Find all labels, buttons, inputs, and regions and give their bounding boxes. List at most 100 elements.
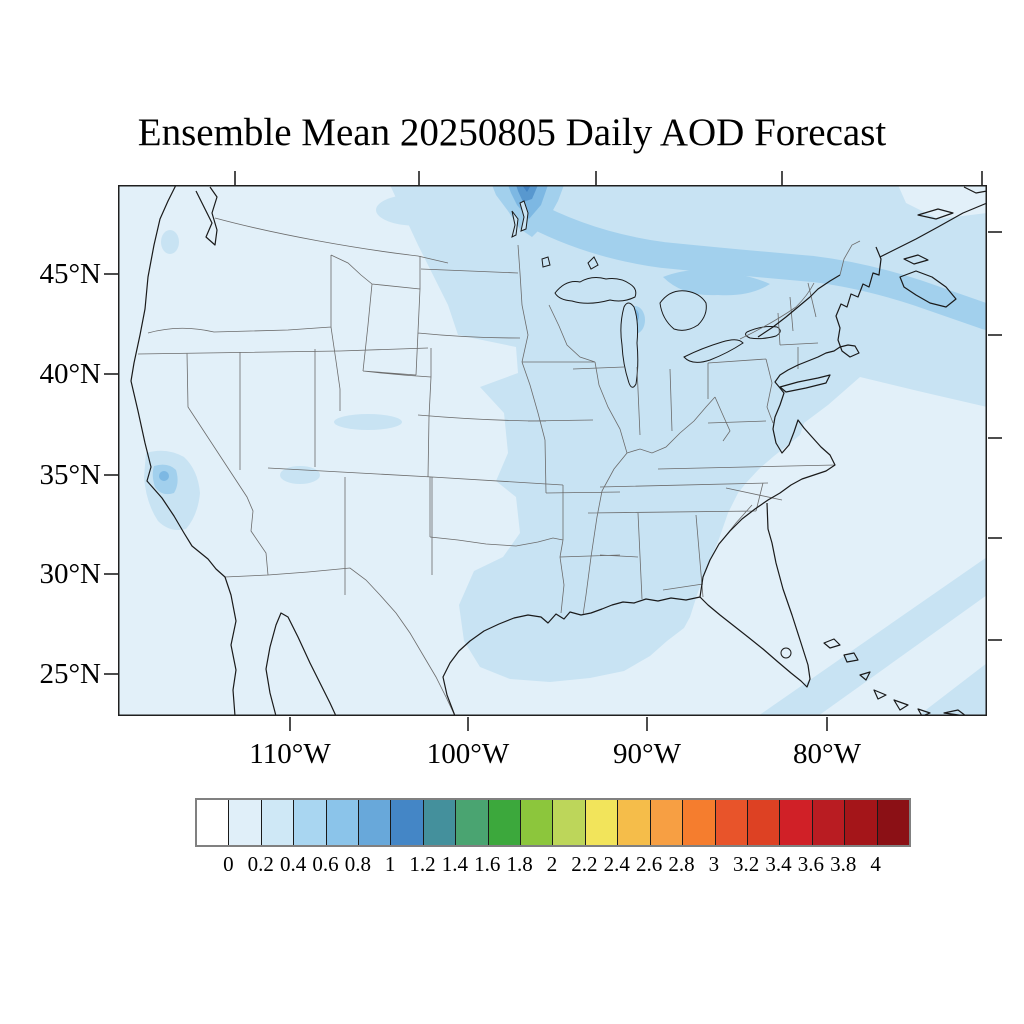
right-tick-1 bbox=[988, 231, 1002, 233]
prince-edward-island bbox=[903, 254, 929, 265]
colorbar-tick-label: 3.2 bbox=[733, 852, 760, 876]
colorbar-tick-label: 1.8 bbox=[506, 852, 533, 876]
bottom-tick-100w bbox=[467, 717, 469, 731]
nova-scotia bbox=[899, 270, 957, 308]
aod-shading bbox=[144, 185, 987, 716]
aod-region-central-east bbox=[390, 185, 987, 682]
st-lawrence-south-shore bbox=[757, 274, 841, 338]
colorbar-cell bbox=[682, 800, 715, 845]
colorbar-tick-label: 2.4 bbox=[603, 852, 630, 876]
aod-band-atlantic-1 bbox=[758, 557, 987, 716]
bahamas-islands bbox=[823, 638, 967, 716]
right-tick-2 bbox=[988, 334, 1002, 336]
colorbar-tick-label: 2.2 bbox=[571, 852, 598, 876]
aod-arc-canada bbox=[513, 198, 987, 330]
coastlines bbox=[130, 185, 987, 716]
long-island bbox=[779, 374, 831, 393]
colorbar-cell bbox=[520, 800, 553, 845]
bottom-tick-110w bbox=[289, 717, 291, 731]
left-tick-40n bbox=[104, 373, 118, 375]
colorbar-cell bbox=[584, 800, 618, 845]
colorbar-tick-label: 3.6 bbox=[797, 852, 825, 876]
lat-label-40n: 40°N bbox=[39, 358, 101, 390]
colorbar-cell bbox=[811, 800, 845, 845]
colorbar-cell bbox=[649, 800, 683, 845]
lon-label-110w: 110°W bbox=[249, 738, 331, 770]
pacific-coast bbox=[130, 185, 237, 716]
colorbar-tick-label: 2.6 bbox=[635, 852, 663, 876]
newfoundland-fragment bbox=[963, 186, 987, 194]
gulf-of-california-coast bbox=[265, 612, 337, 716]
colorbar-tick-label: 0.4 bbox=[279, 852, 307, 876]
puget-sound bbox=[195, 186, 218, 246]
colorbar-tick-label: 1.6 bbox=[474, 852, 501, 876]
aod-plume-core bbox=[522, 185, 531, 192]
colorbar-tick-label: 3.4 bbox=[765, 852, 792, 876]
colorbar-tick-label: 3.8 bbox=[830, 852, 857, 876]
lat-label-35n: 35°N bbox=[39, 459, 101, 491]
right-tick-5 bbox=[988, 639, 1002, 641]
lake-nipigon bbox=[587, 256, 599, 270]
aod-blob-huron bbox=[663, 269, 770, 296]
anticosti-island bbox=[917, 208, 954, 220]
lake-huron bbox=[659, 290, 707, 331]
colorbar-cell bbox=[260, 800, 294, 845]
colorbar-tick-label: 2 bbox=[546, 852, 558, 876]
conus-aod-map bbox=[118, 185, 987, 716]
lat-label-30n: 30°N bbox=[39, 558, 101, 590]
colorbar-tick-label: 0 bbox=[223, 852, 234, 876]
colorbar-tick-label: 0.6 bbox=[312, 852, 339, 876]
colorbar-cell bbox=[197, 800, 229, 845]
colorbar-cell bbox=[844, 800, 877, 845]
colorbar-cell bbox=[779, 800, 812, 845]
canada-border bbox=[214, 217, 861, 340]
lon-label-90w: 90°W bbox=[613, 738, 681, 770]
colorbar-cell bbox=[390, 800, 423, 845]
aod-band-atlantic-2 bbox=[918, 663, 987, 716]
lon-label-100w: 100°W bbox=[426, 738, 510, 770]
right-tick-4 bbox=[988, 537, 1002, 539]
state-borders-west bbox=[137, 254, 564, 595]
colorbar-cell bbox=[293, 800, 326, 845]
top-tick-5 bbox=[981, 171, 983, 185]
bottom-tick-80w bbox=[826, 717, 828, 731]
left-tick-30n bbox=[104, 573, 118, 575]
left-tick-35n bbox=[104, 474, 118, 476]
aod-patch-montana bbox=[376, 194, 460, 226]
colorbar-cells bbox=[195, 798, 911, 847]
lake-manitoba bbox=[511, 210, 519, 238]
colorbar-cell bbox=[714, 800, 747, 845]
colorbar-tick-label: 3 bbox=[708, 852, 720, 876]
aod-california-core bbox=[159, 471, 169, 481]
colorbar-cell bbox=[325, 800, 359, 845]
colorbar-tick-label: 0.8 bbox=[344, 852, 371, 876]
state-borders-east bbox=[707, 282, 819, 442]
colorbar-tick-label: 1.4 bbox=[441, 852, 469, 876]
colorbar-cell bbox=[228, 800, 261, 845]
colorbar-cell bbox=[552, 800, 585, 845]
aod-patch-colorado bbox=[334, 414, 402, 430]
colorbar-cell bbox=[876, 800, 909, 845]
lake-superior bbox=[554, 277, 637, 304]
lake-winnipeg bbox=[519, 200, 529, 232]
figure-title: Ensemble Mean 20250805 Daily AOD Forecas… bbox=[137, 111, 887, 154]
aod-plume-inner bbox=[516, 185, 538, 202]
left-tick-45n bbox=[104, 273, 118, 275]
colorbar-cell bbox=[617, 800, 650, 845]
colorbar-cell bbox=[358, 800, 391, 845]
top-tick-4 bbox=[781, 171, 783, 185]
aod-plume-mid bbox=[508, 185, 548, 219]
colorbar-cell bbox=[422, 800, 456, 845]
state-borders bbox=[137, 217, 861, 716]
lake-of-the-woods bbox=[541, 256, 551, 268]
colorbar-tick-label: 4 bbox=[870, 852, 881, 876]
top-tick-1 bbox=[234, 171, 236, 185]
lat-label-45n: 45°N bbox=[39, 258, 101, 290]
lat-label-25n: 25°N bbox=[39, 658, 101, 690]
top-tick-3 bbox=[595, 171, 597, 185]
aod-pale-notch-topright bbox=[898, 185, 987, 219]
bottom-tick-90w bbox=[646, 717, 648, 731]
colorbar-cell bbox=[455, 800, 488, 845]
map-frame bbox=[118, 185, 987, 716]
